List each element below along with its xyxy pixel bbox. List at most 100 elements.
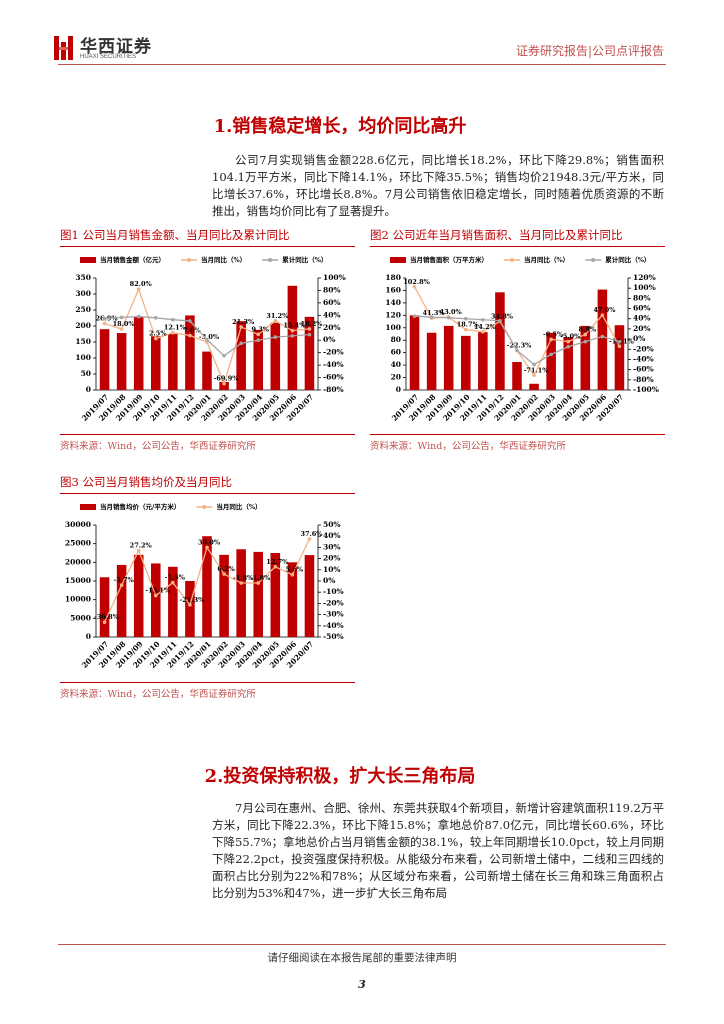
y-tick-label: 15000 [65,576,91,585]
y-tick-label: 5000 [70,613,91,622]
y2-tick-label: -80% [633,375,654,384]
y-tick-label: 100 [75,353,91,362]
y-tick-label: 0 [86,385,91,394]
y-tick-label: 100 [385,323,401,332]
bar [304,555,315,637]
legend-swatch [80,504,96,510]
data-label: -1.8% [233,574,254,582]
line-marker [222,353,226,358]
line-marker [239,341,243,346]
data-label: 2.5% [149,330,167,338]
line-marker [600,313,605,317]
bar [133,554,144,637]
legend-label: 当月同比（%） [524,255,569,264]
data-label: 12.1% [164,324,187,332]
legend-label: 当月同比（%） [216,502,261,511]
y-tick-label: 20000 [65,557,91,566]
line-marker [583,339,588,344]
line-marker [412,314,417,318]
header-rule [58,64,666,65]
line-marker [188,603,192,607]
data-label: -71.1% [524,366,550,374]
y-tick-label: 40 [391,360,401,369]
data-label: 43.0% [440,308,463,316]
bar [185,315,195,390]
logo-english: HUAXI SECURITIES [80,54,137,60]
section-title: 1.销售稳定增长，均价同比高升 [213,116,467,137]
line-marker [256,338,261,343]
legend-marker [202,505,207,509]
data-label: -21.3% [180,596,206,604]
line-marker [239,325,243,329]
bar [495,292,505,390]
legend-label: 当月销售均价（元/平方米） [100,502,180,511]
bar [202,351,212,390]
data-label: 41.3% [423,309,446,317]
line-marker [290,328,295,333]
line-marker [153,593,158,598]
chart: 当月销售金额（亿元） 当月同比（%） 累计同比（%） 0 50 100 150 200 250 3… [75,255,346,423]
y-tick-label: 80 [391,335,401,344]
data-label: -3.0% [199,333,220,341]
line-marker [429,315,434,319]
bar [529,383,539,390]
data-label: 102.8% [403,278,430,286]
y-tick-label: 25000 [65,539,91,548]
legend-label: 累计同比（%） [282,255,327,264]
bar [168,566,178,637]
bar [253,551,264,637]
y2-tick-label: 0% [323,335,335,344]
line-marker [136,287,141,291]
logo-icon [54,36,73,60]
y2-tick-label: 20% [323,554,341,563]
data-label: 5.6% [286,566,304,574]
y2-tick-label: 20% [633,324,651,333]
line-marker [412,284,417,289]
figure-source: 资料来源：Wind，公司公告，华西证券研究所 [60,434,355,452]
y-tick-label: 0 [86,632,91,641]
y2-tick-label: -50% [323,632,344,641]
line-marker [119,315,124,320]
y2-tick-label: -40% [323,360,344,369]
bar [99,577,110,637]
data-label: -36.8% [94,613,120,621]
y2-tick-label: 100% [323,273,346,282]
data-label: 82.0% [130,280,153,288]
line-marker [188,319,192,323]
data-label: 6.2% [217,565,235,573]
legend-marker [187,258,191,262]
y2-tick-label: -20% [323,348,344,357]
y-tick-label: 140 [385,298,401,307]
line-marker [290,334,295,338]
report-type: 证券研究报告|公司点评报告 [515,44,664,58]
legend-label: 当月销售面积（万平方米） [410,255,488,264]
legend-marker [510,258,514,262]
data-label: -69.9% [214,375,240,383]
line-marker [256,332,261,337]
line-marker [171,580,175,585]
y-tick-label: 200 [75,321,91,330]
y2-tick-label: 100% [633,283,656,292]
line-marker [481,330,485,334]
y-tick-label: 160 [385,285,401,294]
y2-tick-label: 10% [323,565,341,574]
bar [597,289,608,390]
y-tick-label: 120 [385,310,401,319]
y-tick-label: 180 [385,273,401,282]
figure-source: 资料来源：Wind，公司公告，华西证券研究所 [370,434,665,452]
line-marker [481,317,485,322]
bar [512,362,522,390]
bar [460,335,471,390]
line-marker [239,581,243,585]
data-label: 12.7% [266,558,289,566]
line-marker [222,381,226,386]
data-label: -0.5% [543,330,564,338]
line-marker [153,316,158,320]
figure-source: 资料来源：Wind，公司公告，华西证券研究所 [60,682,355,700]
bar [253,329,264,390]
bar [563,337,574,390]
line-marker [102,316,107,321]
y2-tick-label: 40% [323,310,341,319]
logo-name: 华西证券 [80,37,152,57]
